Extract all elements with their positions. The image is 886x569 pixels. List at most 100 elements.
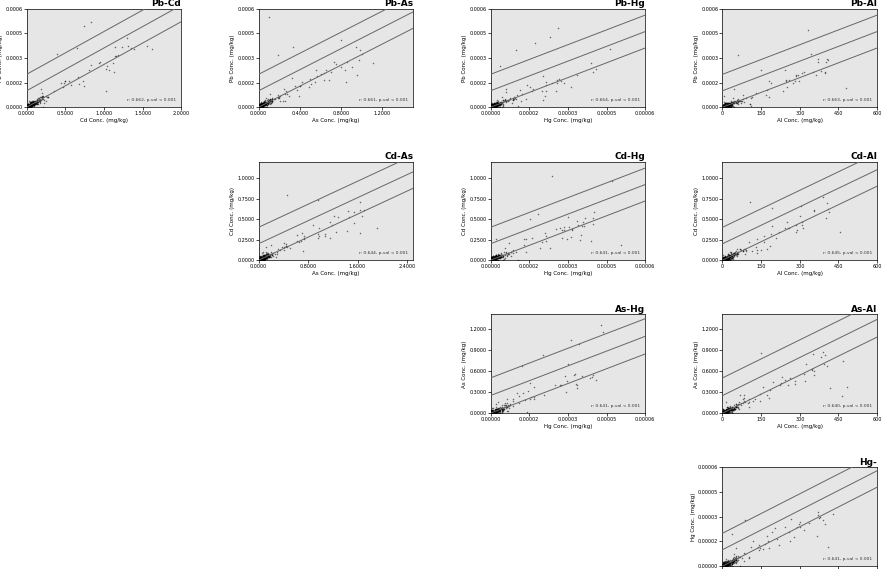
Point	[812, 513, 827, 522]
Point	[578, 213, 592, 222]
Point	[484, 100, 498, 109]
Point	[584, 237, 598, 246]
Point	[720, 100, 734, 109]
Point	[487, 101, 501, 110]
Point	[738, 549, 752, 558]
Point	[261, 250, 276, 259]
Point	[485, 409, 499, 418]
Point	[719, 98, 734, 108]
Point	[257, 255, 271, 265]
Point	[487, 252, 501, 261]
Point	[488, 409, 502, 418]
Point	[26, 100, 40, 109]
Point	[774, 373, 789, 382]
Point	[485, 101, 499, 110]
Point	[330, 212, 345, 221]
Point	[488, 405, 502, 414]
Point	[23, 98, 37, 108]
Point	[731, 399, 745, 409]
Point	[719, 254, 733, 263]
Point	[488, 102, 502, 112]
X-axis label: Hg Conc. (mg/kg): Hg Conc. (mg/kg)	[544, 118, 592, 123]
Point	[727, 405, 742, 414]
Point	[487, 408, 501, 417]
Point	[789, 72, 804, 81]
Point	[495, 251, 509, 260]
Point	[486, 102, 501, 112]
Point	[27, 98, 42, 107]
Point	[821, 205, 835, 214]
Point	[725, 254, 739, 263]
Point	[781, 380, 795, 389]
Point	[484, 102, 498, 112]
Point	[719, 255, 734, 265]
Point	[254, 100, 268, 109]
Point	[534, 86, 548, 95]
Point	[484, 255, 498, 265]
Point	[345, 63, 359, 72]
Point	[22, 101, 36, 110]
Point	[264, 96, 278, 105]
Point	[494, 405, 508, 414]
Point	[252, 254, 266, 263]
Point	[716, 561, 730, 569]
Point	[720, 102, 734, 112]
Point	[485, 102, 499, 112]
Point	[19, 102, 34, 112]
Point	[253, 102, 267, 111]
Point	[811, 508, 825, 517]
Point	[816, 193, 830, 202]
Point	[253, 255, 267, 265]
Point	[716, 253, 730, 262]
Point	[719, 406, 734, 415]
Point	[261, 251, 276, 261]
Point	[254, 101, 268, 110]
Point	[722, 253, 736, 262]
Point	[561, 212, 575, 221]
Point	[256, 255, 270, 264]
Point	[30, 94, 44, 103]
Point	[253, 102, 267, 112]
Point	[718, 254, 732, 263]
Point	[301, 83, 315, 92]
Point	[536, 351, 550, 360]
Point	[527, 383, 541, 392]
Point	[727, 404, 741, 413]
Point	[492, 405, 506, 414]
Point	[718, 254, 732, 263]
Point	[254, 255, 268, 265]
Point	[721, 100, 735, 109]
Point	[26, 98, 40, 108]
Point	[254, 100, 268, 109]
Point	[738, 516, 752, 525]
Point	[719, 254, 734, 263]
X-axis label: Hg Conc. (mg/kg): Hg Conc. (mg/kg)	[544, 424, 592, 430]
Point	[758, 232, 772, 241]
Point	[487, 102, 501, 111]
Point	[718, 255, 732, 264]
Point	[721, 405, 735, 414]
Point	[724, 252, 738, 261]
Point	[486, 409, 500, 418]
Point	[719, 255, 733, 265]
Point	[487, 409, 501, 418]
Point	[27, 100, 42, 109]
Point	[100, 61, 114, 70]
Point	[718, 406, 732, 415]
Point	[488, 408, 502, 417]
Point	[486, 255, 500, 265]
Point	[257, 100, 271, 109]
Point	[487, 406, 501, 415]
Point	[734, 97, 749, 106]
Point	[731, 553, 745, 562]
Point	[718, 100, 732, 109]
Point	[23, 102, 37, 112]
Point	[726, 252, 740, 261]
Point	[796, 224, 810, 233]
Point	[717, 407, 731, 417]
Point	[253, 102, 268, 112]
Point	[719, 560, 734, 569]
Point	[488, 251, 502, 261]
Point	[253, 100, 267, 109]
Point	[485, 101, 499, 110]
